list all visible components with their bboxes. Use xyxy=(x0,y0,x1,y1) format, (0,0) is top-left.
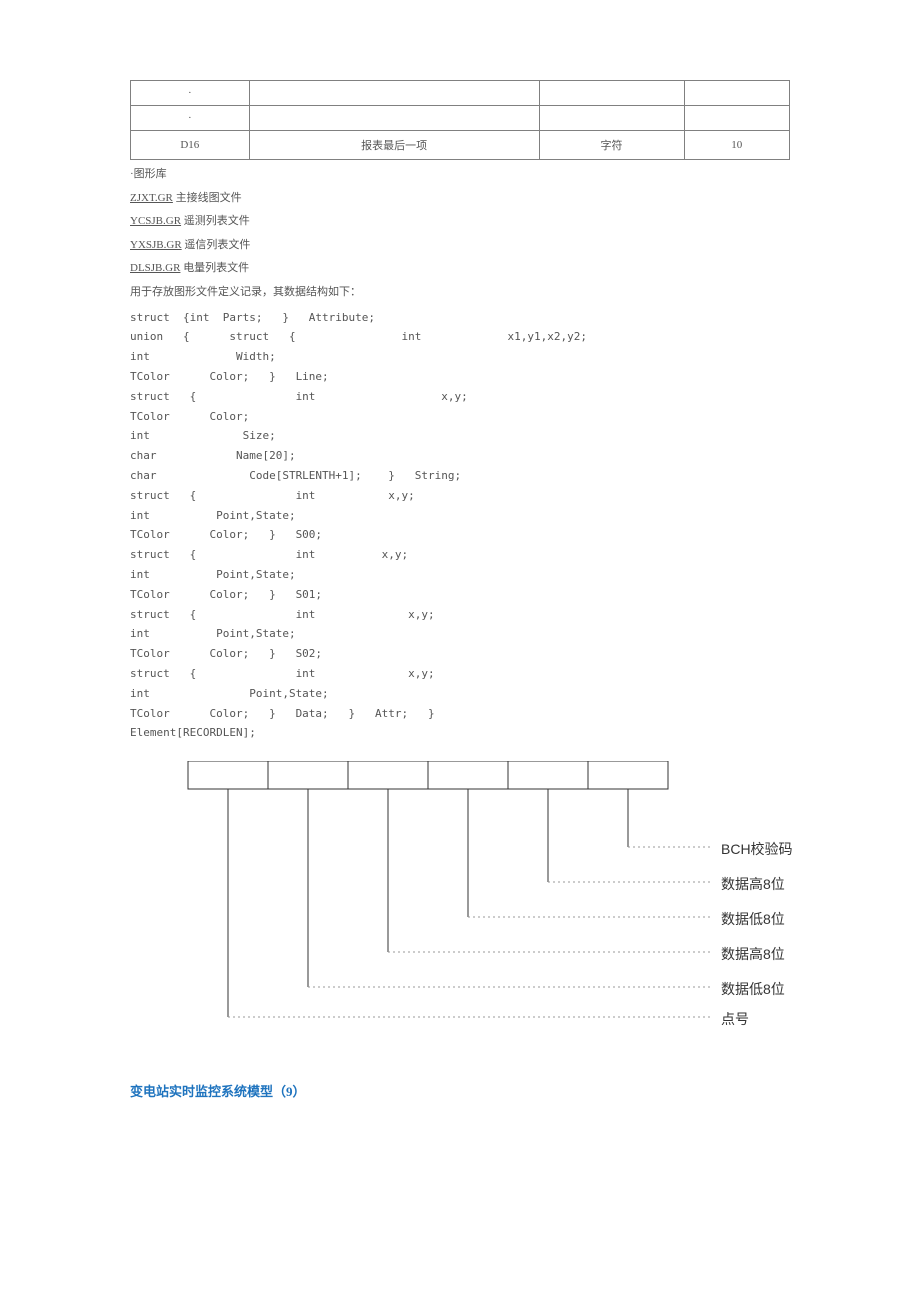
data-table: ··D16报表最后一项字符10 xyxy=(130,80,790,160)
file-line: DLSJB.GR 电量列表文件 xyxy=(130,260,790,278)
file-desc: 主接线图文件 xyxy=(173,192,242,204)
table-row: · xyxy=(131,81,790,106)
file-desc: 电量列表文件 xyxy=(180,262,249,274)
table-cell xyxy=(684,106,789,131)
table-cell: 报表最后一项 xyxy=(249,131,539,160)
table-cell xyxy=(539,81,684,106)
table-row: D16报表最后一项字符10 xyxy=(131,131,790,160)
footer-link[interactable]: 变电站实时监控系统模型（9） xyxy=(130,1081,790,1100)
code-block: struct {int Parts; } Attribute; union { … xyxy=(130,308,790,744)
file-name: YXSJB.GR xyxy=(130,239,182,251)
table-cell: 字符 xyxy=(539,131,684,160)
table-cell xyxy=(539,106,684,131)
diagram-label: 点号 xyxy=(721,1009,749,1029)
desc-line: 用于存放图形文件定义记录，其数据结构如下： xyxy=(130,284,790,302)
file-desc: 遥测列表文件 xyxy=(181,215,250,227)
file-name: DLSJB.GR xyxy=(130,262,180,274)
table-cell xyxy=(249,81,539,106)
bullet-line: ·图形库 xyxy=(130,166,790,184)
file-desc: 遥信列表文件 xyxy=(182,239,251,251)
body-text-block: ·图形库 ZJXT.GR 主接线图文件 YCSJB.GR 遥测列表文件 YXSJB.… xyxy=(130,166,790,743)
table-cell: D16 xyxy=(131,131,250,160)
frame-diagram: BCH校验码数据高8位数据低8位数据高8位数据低8位点号 xyxy=(178,761,798,1051)
file-line: ZJXT.GR 主接线图文件 xyxy=(130,190,790,208)
file-name: YCSJB.GR xyxy=(130,215,181,227)
diagram-label: 数据高8位 xyxy=(721,874,785,894)
table-cell xyxy=(249,106,539,131)
table-cell xyxy=(684,81,789,106)
table-row: · xyxy=(131,106,790,131)
file-line: YXSJB.GR 遥信列表文件 xyxy=(130,237,790,255)
table-cell: · xyxy=(131,81,250,106)
file-name: ZJXT.GR xyxy=(130,192,173,204)
diagram-label: 数据高8位 xyxy=(721,944,785,964)
diagram-label: BCH校验码 xyxy=(721,839,793,859)
file-line: YCSJB.GR 遥测列表文件 xyxy=(130,213,790,231)
diagram-label: 数据低8位 xyxy=(721,909,785,929)
table-cell: 10 xyxy=(684,131,789,160)
diagram-label: 数据低8位 xyxy=(721,979,785,999)
table-cell: · xyxy=(131,106,250,131)
